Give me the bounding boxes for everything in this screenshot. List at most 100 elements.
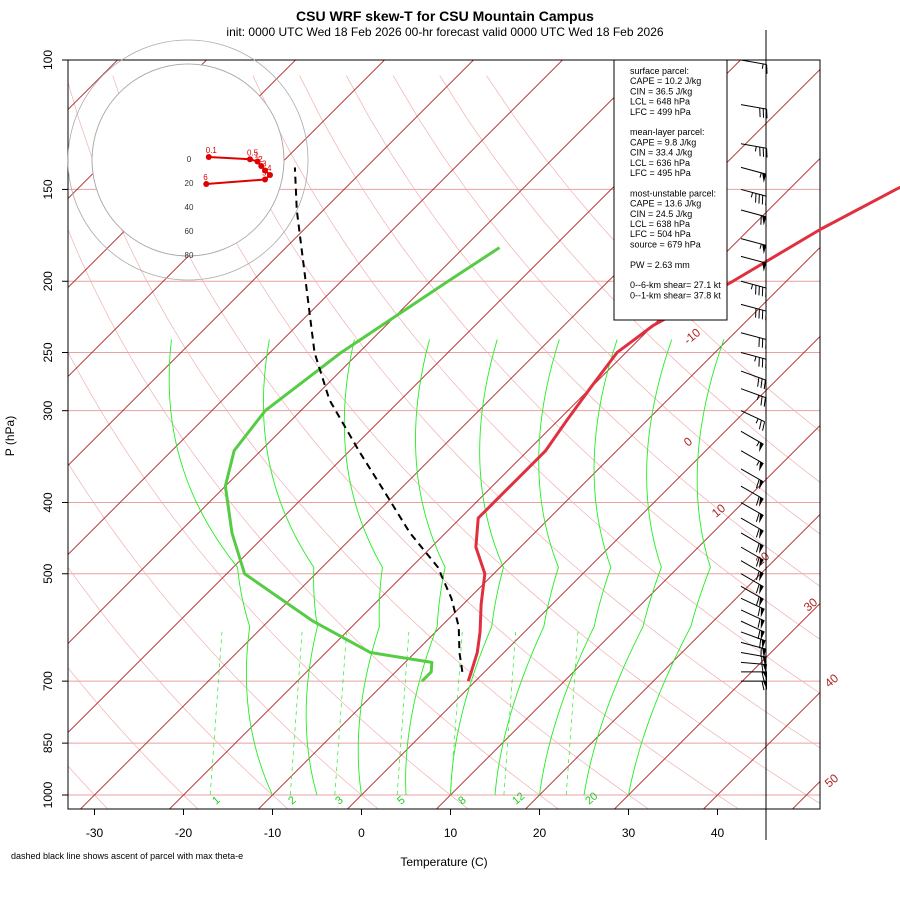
- barb-staff: [740, 609, 765, 622]
- info-line: LCL = 636 hPa: [630, 158, 690, 168]
- hodograph-point-label: 5: [262, 169, 267, 178]
- barb-staff: [740, 166, 767, 175]
- info-line: most-unstable parcel:: [630, 188, 716, 198]
- barb-pennant: [763, 681, 767, 691]
- mixing-ratio-label: 8: [456, 794, 468, 807]
- barb-pennant: [762, 262, 767, 272]
- barb-flag: [761, 681, 765, 691]
- wind-barb: [740, 620, 765, 641]
- hodograph-point: [205, 154, 212, 160]
- isotherm-line: [613, 602, 820, 809]
- mixing-ratio-label: 20: [583, 790, 600, 807]
- hodograph-point-label: 0.1: [206, 146, 218, 155]
- wind-barb: [740, 450, 764, 472]
- info-line: LFC = 499 hPa: [630, 107, 691, 117]
- info-line: CIN = 36.5 J/kg: [630, 86, 692, 96]
- barb-pennant: [759, 529, 764, 539]
- info-line: 0--6-km shear= 27.1 kt: [630, 280, 721, 290]
- barb-pennant: [759, 543, 764, 554]
- wind-barb: [741, 671, 767, 682]
- wind-barb: [740, 143, 768, 158]
- moist-adiabat: [628, 339, 725, 796]
- barb-half-flag: [750, 192, 754, 198]
- mixing-ratio-label: 1: [210, 794, 222, 807]
- temperature-series: [466, 185, 900, 682]
- hodograph-point: [203, 181, 210, 187]
- y-tick-label: 300: [41, 400, 55, 420]
- moist-adiabat: [168, 339, 273, 796]
- isotherm-line: [524, 513, 820, 809]
- barb-flag: [757, 618, 761, 628]
- isotherm-line: [702, 691, 820, 809]
- barb-staff: [740, 430, 764, 445]
- barb-staff: [740, 280, 767, 289]
- barb-pennant: [759, 584, 764, 595]
- hodograph-ring-label: 40: [185, 203, 194, 212]
- info-line: LCL = 638 hPa: [630, 219, 690, 229]
- isotherm-line: [435, 424, 820, 809]
- dry-adiabat: [439, 75, 820, 483]
- barb-half-flag: [756, 441, 760, 447]
- wind-barb: [740, 352, 767, 369]
- barb-flag: [755, 584, 760, 594]
- barb-flag: [757, 377, 760, 387]
- barb-flag: [759, 639, 762, 649]
- barb-half-flag: [761, 63, 764, 69]
- x-axis-label: Temperature (C): [400, 855, 487, 869]
- barb-pennant: [759, 497, 764, 507]
- barb-flag: [763, 379, 766, 390]
- info-line: surface parcel:: [630, 66, 689, 76]
- info-line: LFC = 504 hPa: [630, 229, 691, 239]
- x-tick-label: 10: [444, 826, 458, 840]
- barb-half-flag: [759, 243, 762, 250]
- y-tick-label: 400: [41, 492, 55, 512]
- barb-staff: [740, 585, 764, 600]
- wind-barb: [740, 641, 767, 658]
- barb-staff: [740, 188, 767, 197]
- barb-flag: [757, 607, 761, 617]
- barb-pennant: [762, 173, 767, 183]
- barb-flag: [763, 397, 766, 407]
- hodograph: 0 20 40 60 80 0.1 0.51 2 3 45 6: [67, 39, 309, 281]
- y-tick-label: 200: [41, 271, 55, 291]
- hodograph-ring-label: 0: [187, 155, 192, 164]
- barb-half-flag: [756, 460, 760, 466]
- barb-pennant: [762, 648, 767, 658]
- wind-barb: [740, 209, 767, 226]
- barb-staff: [740, 303, 767, 312]
- isotherm-line: [257, 246, 820, 809]
- dry-adiabat: [486, 75, 820, 432]
- info-line: source = 679 hPa: [630, 239, 701, 249]
- barb-staff: [740, 410, 765, 423]
- barb-staff: [740, 255, 767, 264]
- hodograph-ring-label: 60: [185, 227, 194, 236]
- isotherm-label: 40: [822, 671, 841, 691]
- barb-staff: [740, 661, 767, 666]
- wind-barb: [740, 238, 767, 255]
- barb-pennant: [759, 513, 764, 524]
- hodograph-point: [254, 158, 261, 165]
- info-line: CAPE = 9.8 J/kg: [630, 137, 696, 147]
- wind-barb: [740, 388, 766, 407]
- isotherm-line: [880, 44, 900, 811]
- x-tick-label: -20: [175, 826, 193, 840]
- wind-barb: [740, 585, 764, 608]
- wind-barb: [740, 468, 764, 490]
- wind-barb: [740, 502, 764, 524]
- moist-adiabat: [583, 339, 673, 796]
- info-line: LFC = 495 hPa: [630, 168, 691, 178]
- isotherm-label: 0: [681, 434, 695, 449]
- barb-staff: [740, 388, 766, 399]
- barb-pennant: [762, 244, 767, 255]
- hodograph-ring-label: 20: [185, 179, 194, 188]
- info-line: CIN = 33.4 J/kg: [630, 148, 692, 158]
- moist-adiabat: [405, 339, 446, 796]
- barb-half-flag: [755, 418, 759, 424]
- mixing-ratio-label: 12: [510, 790, 527, 807]
- dry-adiabat: [68, 667, 199, 809]
- hodograph-point-label: 4: [267, 164, 272, 173]
- barb-staff: [740, 573, 764, 588]
- mixing-ratio-label: 3: [333, 794, 345, 807]
- dry-adiabat: [68, 566, 289, 809]
